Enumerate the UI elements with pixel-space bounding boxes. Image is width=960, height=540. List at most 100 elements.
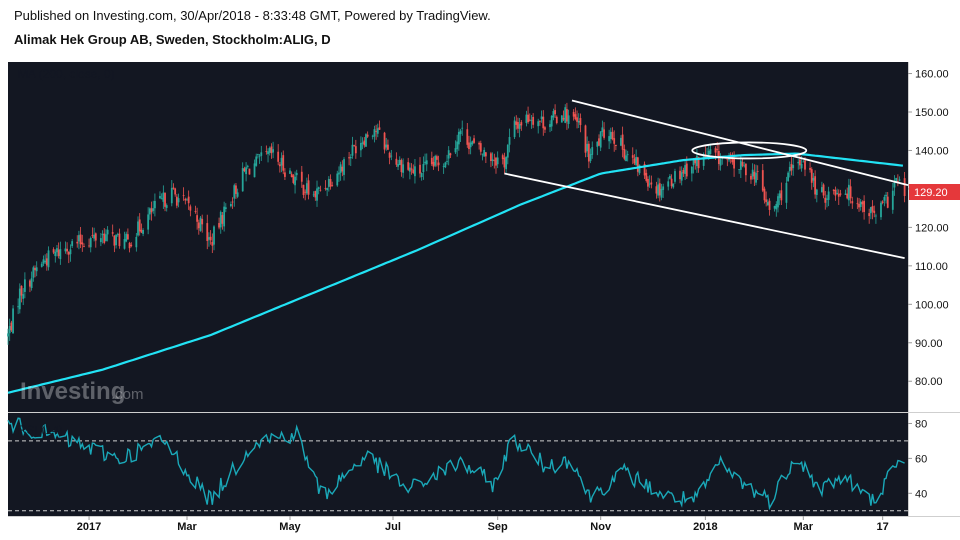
time-tick-label: May — [279, 521, 301, 533]
time-tick-label: Mar — [794, 521, 814, 533]
candle-body — [64, 248, 67, 252]
candle-body — [257, 153, 259, 155]
candle-body — [861, 201, 864, 205]
candle-body — [802, 161, 805, 163]
last-price-badge: 129.20 — [909, 184, 960, 200]
candle-body — [78, 235, 80, 242]
candle-body — [787, 172, 790, 182]
rsi-tick-label: 60 — [915, 453, 927, 465]
candle-body — [354, 146, 357, 154]
candle-body — [349, 156, 352, 159]
candle-body — [449, 153, 452, 156]
candle-body — [459, 130, 462, 135]
candle-body — [684, 165, 687, 174]
candle-body — [733, 158, 735, 169]
candle-body — [331, 185, 334, 186]
candle-body — [292, 175, 295, 183]
price-axis: 160.00150.00140.00130.00120.00110.00100.… — [908, 69, 949, 388]
candle-body — [599, 131, 602, 148]
candle-body — [763, 188, 766, 201]
candle-body — [826, 198, 828, 200]
candle-body — [422, 164, 425, 173]
candle-body — [317, 187, 320, 190]
candle-body — [336, 173, 339, 186]
candle-body — [903, 178, 906, 197]
candle-body — [655, 186, 658, 194]
candle-body — [147, 214, 150, 230]
time-tick-label: Jul — [385, 521, 401, 533]
candle-body — [361, 142, 364, 144]
candle-body — [289, 170, 291, 174]
candle-body — [378, 127, 381, 130]
candle-body — [197, 222, 200, 229]
candle-body — [481, 153, 484, 155]
candle-body — [598, 138, 600, 146]
candle-body — [446, 161, 448, 162]
candle-body — [341, 166, 344, 172]
ma-study-label: MA (200, close, 0) — [18, 67, 115, 81]
candle-body — [603, 129, 605, 138]
candle-body — [442, 165, 445, 167]
candle-body — [814, 176, 817, 195]
candle-body — [430, 157, 433, 165]
candle-body — [815, 189, 818, 195]
candle-body — [245, 167, 247, 175]
candle-body — [272, 149, 275, 153]
candle-body — [93, 234, 96, 239]
candle-body — [552, 111, 555, 118]
candle-body — [30, 278, 33, 288]
candle-body — [508, 137, 511, 145]
candle-body — [851, 201, 854, 204]
candle-body — [142, 229, 144, 234]
candle-body — [221, 215, 224, 224]
candle-body — [647, 178, 649, 187]
candle-body — [778, 193, 781, 199]
candle-body — [388, 152, 391, 158]
candle-body — [662, 186, 665, 190]
candle-body — [643, 164, 646, 176]
candle-body — [670, 178, 673, 187]
candle-body — [294, 176, 296, 186]
ma-line-group — [7, 152, 904, 394]
candle-body — [540, 116, 543, 120]
candle-body — [650, 182, 653, 185]
candle-body — [231, 201, 234, 203]
candle-body — [518, 124, 521, 129]
candle-body — [549, 124, 551, 128]
candle-body — [822, 184, 825, 196]
candle-body — [886, 196, 889, 208]
candle-body — [694, 159, 697, 164]
candle-body — [307, 180, 310, 195]
candle-body — [189, 206, 192, 211]
candle-body — [235, 185, 237, 194]
candle-body — [538, 120, 541, 122]
candle-body — [44, 260, 47, 263]
candle-body — [714, 148, 717, 153]
candle-body — [726, 159, 729, 161]
candle-body — [324, 187, 327, 189]
candle-body — [880, 202, 882, 218]
candle-body — [672, 183, 675, 188]
candle-body — [527, 114, 529, 123]
candle-body — [457, 131, 460, 145]
candle-body — [365, 134, 367, 147]
price-tick-label: 80.00 — [915, 376, 943, 388]
candle-body — [792, 165, 795, 169]
candle-body — [503, 157, 506, 168]
candle-body — [208, 237, 210, 240]
candle-body — [812, 177, 815, 181]
candle-body — [115, 234, 117, 246]
candle-body — [314, 191, 317, 198]
candle-body — [137, 221, 139, 236]
price-chart[interactable]: 160.00150.00140.00130.00120.00110.00100.… — [0, 62, 960, 540]
candle-body — [343, 159, 345, 175]
candle-body — [248, 168, 251, 175]
time-tick-label: 2017 — [77, 521, 101, 533]
candle-body — [846, 193, 849, 199]
candle-body — [223, 206, 226, 227]
candle-body — [849, 186, 852, 199]
candle-body — [375, 130, 378, 132]
candle-body — [566, 109, 568, 122]
last-price-value: 129.20 — [914, 187, 948, 199]
candle-body — [407, 162, 410, 170]
